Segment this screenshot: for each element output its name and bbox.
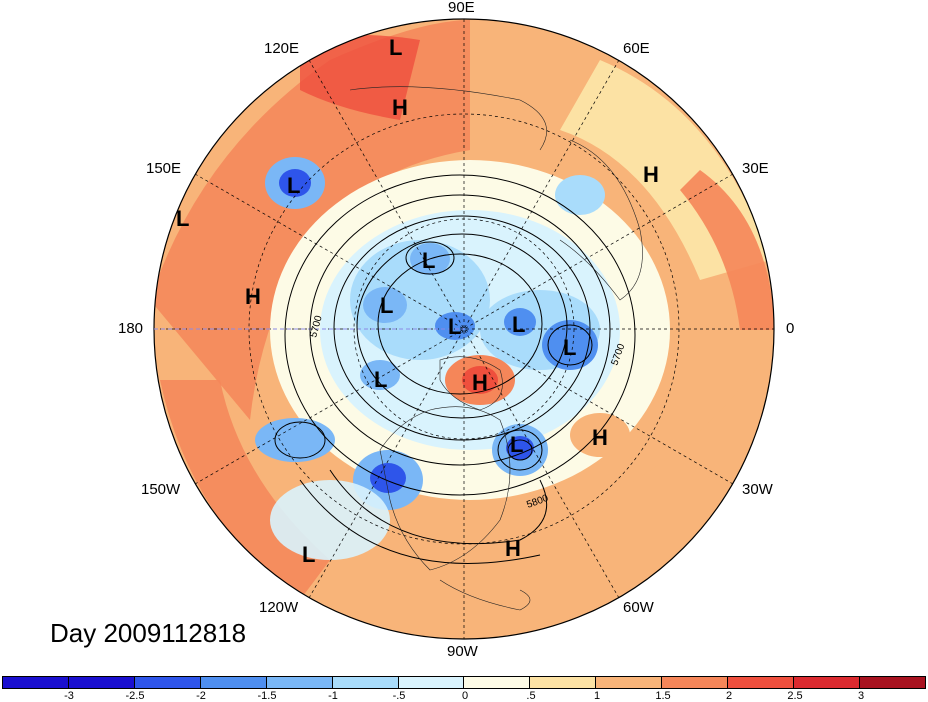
colorbar-segment — [134, 677, 201, 688]
lon-label-90w: 90W — [447, 643, 478, 660]
height-contours — [274, 174, 636, 564]
colorbar-tick: -3 — [64, 690, 74, 702]
colorbar-tick: 3 — [857, 690, 865, 702]
colorbar-segment — [68, 677, 135, 688]
low-center: L — [380, 293, 393, 318]
lon-label-30e: 30E — [742, 160, 769, 177]
low-center: L — [512, 312, 525, 337]
graticule — [154, 19, 774, 639]
colorbar-segment — [3, 677, 69, 688]
low-center: L — [448, 314, 461, 339]
low-center: L — [389, 35, 402, 60]
lon-label-60e: 60E — [623, 40, 650, 57]
colorbar-segment — [859, 677, 925, 688]
map-title: Day 2009112818 — [50, 618, 247, 648]
colorbar-tick: 1.5 — [655, 690, 671, 702]
lon-label-120w: 120W — [259, 599, 299, 616]
high-center: H — [245, 284, 261, 309]
colorbar-tick: 2.5 — [787, 690, 803, 702]
anomaly-field — [154, 19, 774, 639]
colorbar-segment — [464, 677, 531, 688]
colorbar-segment — [596, 677, 663, 688]
low-center: L — [422, 248, 435, 273]
lon-label-150w: 150W — [141, 481, 181, 498]
colorbar-segment — [266, 677, 333, 688]
low-center: L — [510, 432, 523, 457]
colorbar-tick: 2 — [725, 690, 733, 702]
lon-label-60w: 60W — [623, 599, 654, 616]
low-center: L — [287, 173, 300, 198]
high-center: H — [392, 95, 408, 120]
lon-label-180: 180 — [118, 320, 144, 337]
high-center: H — [592, 425, 608, 450]
colorbar-tick: -.5 — [392, 690, 406, 702]
coastlines — [349, 86, 643, 611]
lon-label-0: 0 — [786, 320, 795, 337]
low-center: L — [563, 335, 576, 360]
high-center: H — [505, 536, 521, 561]
colorbar-segment — [728, 677, 795, 688]
colorbar-segment — [530, 677, 597, 688]
colorbar-segment — [398, 677, 465, 688]
colorbar-tick: -1 — [328, 690, 338, 702]
high-center: H — [643, 162, 659, 187]
colorbar — [2, 676, 926, 689]
lon-label-120e: 120E — [264, 40, 300, 57]
low-center: L — [176, 206, 189, 231]
colorbar-tick: -1.5 — [257, 690, 277, 702]
colorbar-segment — [200, 677, 267, 688]
lon-label-90e: 90E — [448, 0, 475, 16]
colorbar-segment — [794, 677, 860, 688]
low-center: L — [302, 542, 315, 567]
lon-label-150e: 150E — [146, 160, 182, 177]
colorbar-tick: -2 — [196, 690, 206, 702]
colorbar-tick: -2.5 — [125, 690, 145, 702]
low-center: L — [374, 367, 387, 392]
colorbar-tick: 1 — [593, 690, 601, 702]
colorbar-segment — [662, 677, 729, 688]
colorbar-tick: 0 — [461, 690, 469, 702]
colorbar-segment — [332, 677, 399, 688]
lon-label-30w: 30W — [742, 481, 773, 498]
colorbar-tick: .5 — [526, 690, 536, 702]
high-center: H — [472, 370, 488, 395]
